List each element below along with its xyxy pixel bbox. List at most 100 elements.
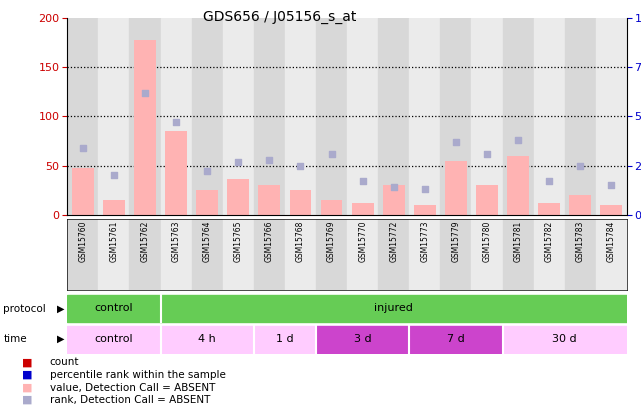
Text: GSM15764: GSM15764 (203, 221, 212, 262)
Bar (223, 18, 254, 215)
Bar (67, 295, 160, 322)
Bar (160, 219, 192, 290)
Point (544, 178, 554, 185)
Text: 1 d: 1 d (276, 334, 294, 343)
Bar (160, 326, 254, 353)
Text: GSM15770: GSM15770 (358, 221, 367, 262)
Bar (445, 161, 467, 215)
Bar (507, 156, 529, 215)
Point (78, 145, 88, 151)
Bar (383, 185, 404, 215)
Bar (192, 219, 223, 290)
Text: GSM15760: GSM15760 (78, 221, 87, 262)
Text: protocol: protocol (3, 304, 46, 314)
Bar (538, 203, 560, 215)
Bar (320, 200, 342, 215)
Text: GSM15763: GSM15763 (172, 221, 181, 262)
Bar (258, 185, 280, 215)
Bar (352, 203, 374, 215)
Bar (103, 200, 125, 215)
Bar (67, 219, 99, 290)
Bar (476, 185, 498, 215)
Text: 4 h: 4 h (198, 334, 216, 343)
Text: GSM15761: GSM15761 (110, 221, 119, 262)
Bar (254, 18, 285, 215)
Bar (472, 18, 503, 215)
Bar (565, 219, 596, 290)
Bar (290, 190, 312, 215)
Bar (223, 219, 254, 290)
Bar (99, 18, 129, 215)
Text: value, Detection Call = ABSENT: value, Detection Call = ABSENT (49, 382, 215, 392)
Bar (565, 18, 596, 215)
Bar (316, 219, 347, 290)
Point (326, 151, 337, 157)
Bar (285, 219, 316, 290)
Text: percentile rank within the sample: percentile rank within the sample (49, 370, 226, 380)
Bar (378, 219, 410, 290)
Text: GSM15783: GSM15783 (576, 221, 585, 262)
Bar (410, 219, 440, 290)
Bar (414, 205, 436, 215)
Point (606, 182, 617, 188)
Bar (503, 18, 534, 215)
Text: GSM15773: GSM15773 (420, 221, 429, 262)
Bar (254, 219, 285, 290)
Bar (410, 326, 503, 353)
Point (388, 184, 399, 190)
Bar (316, 18, 347, 215)
Text: ■: ■ (22, 357, 33, 367)
Point (109, 172, 119, 179)
Bar (165, 131, 187, 215)
Bar (192, 18, 223, 215)
Text: GSM15762: GSM15762 (140, 221, 149, 262)
Bar (503, 219, 534, 290)
Bar (347, 219, 378, 290)
Point (575, 162, 585, 169)
Bar (160, 295, 627, 322)
Bar (129, 18, 160, 215)
Text: rank, Detection Call = ABSENT: rank, Detection Call = ABSENT (49, 395, 210, 405)
Bar (67, 326, 160, 353)
Point (513, 137, 523, 143)
Bar (228, 179, 249, 215)
Text: control: control (95, 303, 133, 313)
Bar (316, 326, 410, 353)
Text: GSM15779: GSM15779 (451, 221, 460, 262)
Bar (534, 219, 565, 290)
Point (171, 119, 181, 126)
Text: 7 d: 7 d (447, 334, 465, 343)
Point (358, 178, 368, 185)
Bar (596, 219, 627, 290)
Text: GSM15769: GSM15769 (327, 221, 336, 262)
Point (296, 162, 306, 169)
Text: ■: ■ (22, 382, 33, 392)
Bar (347, 18, 378, 215)
Text: injured: injured (374, 303, 413, 313)
Text: GSM15768: GSM15768 (296, 221, 305, 262)
Text: control: control (95, 334, 133, 343)
Text: time: time (3, 334, 27, 344)
Bar (160, 18, 192, 215)
Point (451, 139, 461, 145)
Bar (601, 205, 622, 215)
Text: GSM15765: GSM15765 (234, 221, 243, 262)
Text: GDS656 / J05156_s_at: GDS656 / J05156_s_at (203, 10, 356, 24)
Bar (596, 18, 627, 215)
Bar (129, 219, 160, 290)
Bar (72, 168, 94, 215)
Bar (569, 195, 591, 215)
Bar (99, 219, 129, 290)
Point (140, 90, 150, 96)
Point (482, 151, 492, 157)
Text: GSM15772: GSM15772 (389, 221, 398, 262)
Bar (410, 18, 440, 215)
Text: ▶: ▶ (56, 334, 64, 344)
Bar (503, 326, 627, 353)
Text: ▶: ▶ (56, 304, 64, 314)
Point (202, 168, 212, 175)
Point (264, 156, 274, 163)
Bar (134, 40, 156, 215)
Bar (440, 18, 472, 215)
Bar (67, 18, 99, 215)
